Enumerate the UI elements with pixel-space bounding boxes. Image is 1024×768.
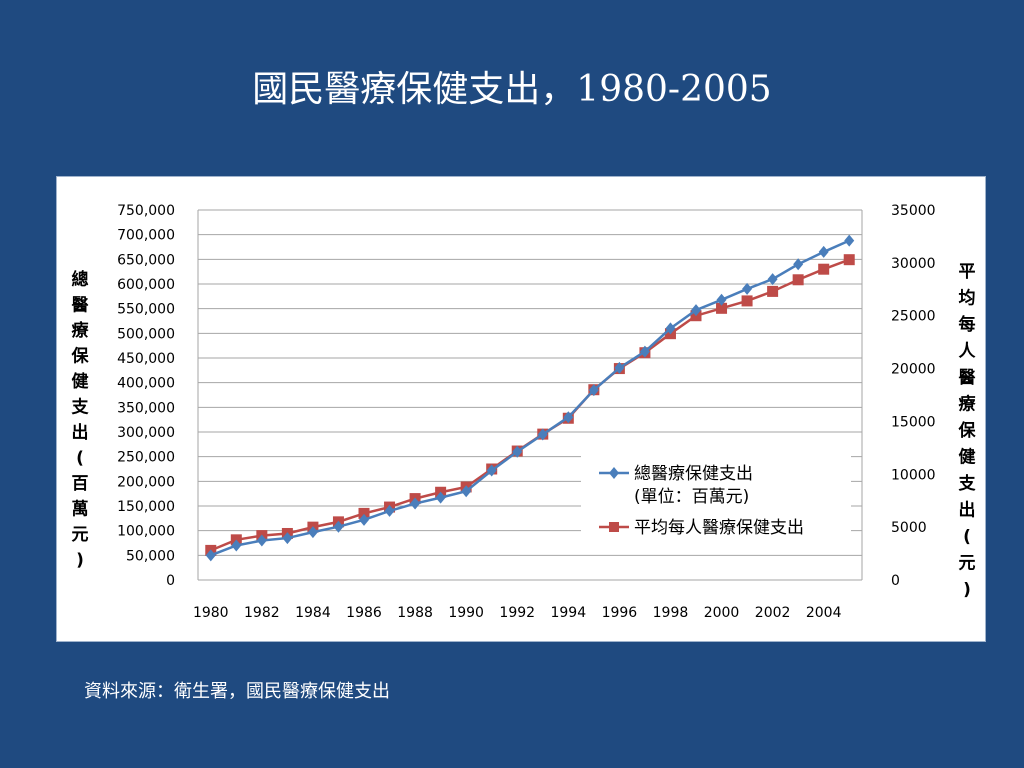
data-point-total bbox=[231, 539, 242, 552]
legend: 總醫療保健支出 (單位：百萬元) 平均每人醫療保健支出 bbox=[581, 453, 851, 541]
data-point-per-capita bbox=[767, 285, 779, 297]
legend-marker-total bbox=[609, 467, 619, 479]
data-point-per-capita bbox=[358, 507, 370, 519]
data-point-total bbox=[282, 532, 293, 545]
right-tick-label: 35000 bbox=[891, 203, 936, 219]
data-point-total bbox=[461, 485, 472, 498]
line-chart: 0 50,000 100,000 150,000 200,000 250,000 300,0… bbox=[71, 203, 977, 621]
data-point-per-capita bbox=[716, 302, 728, 314]
data-point-total bbox=[256, 534, 267, 547]
x-tick-label: 1992 bbox=[499, 605, 535, 621]
right-tick-label: 10000 bbox=[891, 467, 936, 483]
data-point-total bbox=[410, 497, 421, 510]
series-layer bbox=[205, 234, 855, 562]
right-tick-label: 5000 bbox=[891, 520, 927, 536]
data-point-total bbox=[793, 258, 804, 271]
x-tick-label: 1980 bbox=[193, 605, 229, 621]
data-point-per-capita bbox=[843, 254, 855, 266]
data-point-total bbox=[537, 428, 548, 441]
data-point-total bbox=[588, 384, 599, 397]
legend-label-per-capita: 平均每人醫療保健支出 bbox=[634, 518, 804, 538]
data-point-total bbox=[486, 464, 497, 477]
data-point-total bbox=[205, 549, 216, 562]
x-tick-label: 1996 bbox=[602, 605, 638, 621]
gridlines bbox=[197, 209, 863, 581]
right-tick-label: 15000 bbox=[891, 414, 936, 430]
left-tick-label: 500,000 bbox=[117, 326, 175, 342]
left-tick-label: 400,000 bbox=[117, 376, 175, 392]
x-tick-label: 2000 bbox=[704, 605, 740, 621]
x-tick-label: 1998 bbox=[653, 605, 689, 621]
series-line-total bbox=[210, 239, 850, 557]
left-tick-label: 100,000 bbox=[117, 524, 175, 540]
data-point-total bbox=[716, 293, 727, 306]
left-tick-label: 150,000 bbox=[117, 499, 175, 515]
slide-title: 國民醫療保健支出，1980-2005 bbox=[252, 69, 772, 110]
x-tick-label: 2002 bbox=[755, 605, 791, 621]
left-tick-label: 600,000 bbox=[117, 277, 175, 293]
left-tick-label: 750,000 bbox=[117, 203, 175, 219]
x-tick-label: 1988 bbox=[397, 605, 433, 621]
left-tick-label: 50,000 bbox=[126, 548, 175, 564]
data-point-total bbox=[512, 445, 523, 458]
x-tick-label: 1994 bbox=[550, 605, 586, 621]
right-axis-ticks: 0 5000 10000 15000 20000 25000 30000 35000 bbox=[891, 203, 936, 589]
left-label-text: 總醫療保健支出(百萬元) bbox=[71, 269, 90, 571]
data-point-total bbox=[767, 273, 778, 286]
data-point-total bbox=[818, 245, 829, 258]
source-note: 資料來源：衛生署，國民醫療保健支出 bbox=[84, 681, 390, 702]
data-point-total bbox=[359, 513, 369, 526]
left-tick-label: 0 bbox=[166, 573, 175, 589]
left-axis-ticks: 0 50,000 100,000 150,000 200,000 250,000 300,0… bbox=[117, 203, 175, 589]
data-point-total bbox=[844, 234, 855, 247]
right-tick-label: 25000 bbox=[891, 309, 936, 325]
data-point-per-capita bbox=[741, 295, 753, 307]
right-tick-label: 30000 bbox=[891, 256, 936, 272]
right-axis-label: 平均每人醫療保健支出(元) bbox=[958, 262, 977, 600]
legend-marker-per-capita bbox=[609, 522, 619, 532]
x-tick-label: 1982 bbox=[244, 605, 280, 621]
left-tick-label: 700,000 bbox=[117, 228, 175, 244]
legend-label-total-unit: (單位：百萬元) bbox=[634, 487, 749, 507]
data-point-total bbox=[435, 491, 446, 504]
data-point-per-capita bbox=[792, 274, 804, 286]
left-tick-label: 200,000 bbox=[117, 474, 175, 490]
x-tick-label: 1986 bbox=[346, 605, 382, 621]
data-point-per-capita bbox=[818, 263, 830, 275]
chart-panel: 0 50,000 100,000 150,000 200,000 250,000 300,0… bbox=[56, 176, 986, 642]
x-axis-ticks: 1980 1982 1984 1986 1988 1990 1992 1994 1996 1998… bbox=[193, 605, 842, 621]
left-axis-label: 總醫療保健支出(百萬元) bbox=[71, 269, 90, 571]
data-point-total bbox=[639, 345, 650, 358]
data-point-total bbox=[563, 411, 574, 424]
right-label-text: 平均每人醫療保健支出(元) bbox=[958, 262, 977, 600]
x-tick-label: 1990 bbox=[448, 605, 484, 621]
left-tick-label: 300,000 bbox=[117, 425, 175, 441]
left-tick-label: 450,000 bbox=[117, 351, 175, 367]
legend-label-total: 總醫療保健支出 bbox=[634, 464, 753, 484]
data-point-total bbox=[742, 282, 753, 295]
data-point-total bbox=[384, 504, 395, 517]
data-point-total bbox=[307, 526, 318, 539]
data-point-total bbox=[691, 304, 701, 317]
data-point-total bbox=[333, 520, 344, 533]
data-point-total bbox=[614, 361, 625, 374]
data-point-total bbox=[665, 322, 676, 335]
right-tick-label: 20000 bbox=[891, 362, 936, 378]
left-tick-label: 550,000 bbox=[117, 302, 175, 318]
left-tick-label: 250,000 bbox=[117, 450, 175, 466]
left-tick-label: 650,000 bbox=[117, 252, 175, 268]
x-tick-label: 1984 bbox=[295, 605, 331, 621]
x-tick-label: 2004 bbox=[806, 605, 842, 621]
right-tick-label: 0 bbox=[891, 573, 900, 589]
left-tick-label: 350,000 bbox=[117, 400, 175, 416]
